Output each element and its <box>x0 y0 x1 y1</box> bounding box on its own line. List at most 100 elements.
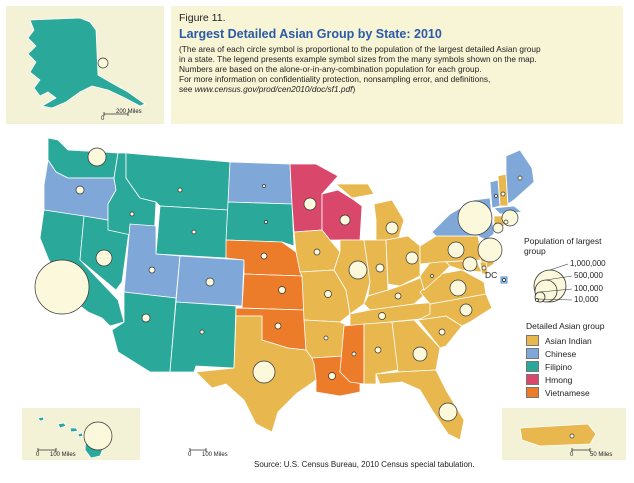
legend-item-vietnamese: Vietnamese <box>526 386 630 399</box>
symbol-puerto-rico <box>569 433 575 439</box>
legend-swatch <box>526 361 539 372</box>
state-florida <box>375 369 465 441</box>
scale-label-hawaii: 100 Miles <box>50 452 76 458</box>
symbol-idaho <box>129 211 135 217</box>
symbol-new-mexico <box>199 329 205 335</box>
color-legend-title: Detailed Asian group <box>526 321 605 331</box>
size-legend-title: Population of largest group <box>524 236 602 256</box>
scale-bar-conus <box>189 448 207 452</box>
source-note: Source: U.S. Census Bureau, 2010 Census … <box>254 460 475 469</box>
state-north-dakota <box>227 161 293 205</box>
scale-label-conus: 100 Miles <box>202 452 228 458</box>
size-legend-label: 500,000 <box>574 271 603 280</box>
symbol-alaska <box>97 57 109 69</box>
symbol-new-jersey <box>477 237 503 263</box>
legend-item-asian-indian: Asian Indian <box>526 334 630 347</box>
symbol-colorado <box>205 277 215 287</box>
note-line: For more information on confidentiality … <box>179 74 491 84</box>
symbol-new-york <box>457 200 493 236</box>
symbol-florida <box>438 402 458 422</box>
symbol-wisconsin <box>339 214 351 226</box>
symbol-indiana <box>375 263 385 273</box>
symbol-connecticut <box>492 222 504 234</box>
legend-swatch <box>526 374 539 385</box>
symbol-nevada <box>95 249 113 267</box>
scale-zero-conus: 0 <box>188 452 192 458</box>
note-line: in a state. The legend presents example … <box>179 54 537 64</box>
color-legend: Detailed Asian group Asian Indian Chines… <box>526 321 630 399</box>
symbol-south-carolina <box>438 328 446 336</box>
symbol-north-dakota <box>262 184 266 188</box>
symbol-maryland <box>462 256 478 272</box>
scale-bar-hawaii <box>37 448 57 452</box>
symbol-montana <box>177 187 183 193</box>
state-north-carolina <box>417 293 493 327</box>
legend-label: Hmong <box>545 374 573 385</box>
size-leader-1000000 <box>549 263 569 271</box>
symbol-new-hampshire <box>500 191 506 197</box>
symbol-rhode-island <box>503 219 509 225</box>
state-new-mexico <box>169 301 237 373</box>
symbol-texas <box>252 360 276 384</box>
legend-label: Vietnamese <box>545 387 590 398</box>
note-link[interactable]: www.census.gov/prod/cen2010/doc/sf1.pdf <box>194 84 353 94</box>
scale-zero-pr: 0 <box>570 452 574 458</box>
symbol-kentucky <box>394 292 402 300</box>
state-hawaii <box>37 416 105 459</box>
scale-label-pr: 50 Miles <box>590 452 613 458</box>
scale-bar-pr <box>571 448 591 452</box>
legend-item-chinese: Chinese <box>526 347 630 360</box>
symbol-virginia <box>449 279 467 297</box>
legend-swatch <box>526 387 539 398</box>
symbol-nebraska <box>260 252 268 260</box>
size-legend-label: 100,000 <box>574 284 603 293</box>
symbol-vermont <box>494 194 498 198</box>
symbol-south-dakota <box>264 220 268 224</box>
size-leader-10000 <box>536 298 573 301</box>
scale-bar-alaska <box>103 112 129 116</box>
symbol-north-carolina <box>459 303 473 317</box>
size-legend-label: 10,000 <box>574 295 599 304</box>
figure-note: (The area of each circle symbol is propo… <box>179 44 619 94</box>
note-line-link: see www.census.gov/prod/cen2010/doc/sf1.… <box>179 84 619 94</box>
figure-title: Largest Detailed Asian Group by State: 2… <box>179 27 442 41</box>
state-arizona <box>111 291 177 373</box>
state-puerto-rico <box>519 423 597 447</box>
symbol-kansas <box>278 286 286 294</box>
symbol-wyoming <box>191 229 197 235</box>
state-georgia <box>391 319 441 373</box>
symbol-delaware <box>481 265 487 271</box>
symbol-arizona <box>141 313 151 323</box>
symbol-oregon <box>75 185 85 195</box>
legend-label: Chinese <box>545 348 577 359</box>
symbol-ohio <box>405 251 419 265</box>
symbol-oklahoma <box>274 322 282 330</box>
size-legend: Population of largest group 1,000,000 50… <box>520 236 630 306</box>
note-line: (The area of each circle symbol is propo… <box>179 44 541 54</box>
state-new-hampshire <box>497 173 509 207</box>
symbol-michigan <box>385 221 399 235</box>
legend-label: Filipino <box>545 361 572 372</box>
note-line: Numbers are based on the alone-or-in-any… <box>179 64 482 74</box>
state-kansas <box>241 273 305 311</box>
symbol-missouri <box>324 290 332 298</box>
state-south-dakota <box>225 201 295 247</box>
scale-label-alaska: 200 Miles <box>116 109 142 115</box>
symbol-louisiana <box>328 372 336 380</box>
symbol-mississippi <box>351 351 357 357</box>
symbol-west-virginia <box>430 274 434 278</box>
legend-swatch <box>526 348 539 359</box>
figure-label: Figure 11. <box>179 12 226 24</box>
symbol-california <box>34 259 90 315</box>
symbol-maine <box>517 175 523 181</box>
legend-swatch <box>526 335 539 346</box>
legend-item-hmong: Hmong <box>526 373 630 386</box>
note-suffix: ) <box>352 84 356 94</box>
size-legend-label: 1,000,000 <box>570 259 606 268</box>
size-leader-500000 <box>545 275 573 281</box>
symbol-arkansas <box>323 335 329 341</box>
legend-label: Asian Indian <box>545 335 592 346</box>
symbol-pennsylvania <box>447 241 465 259</box>
title-panel: Figure 11. Largest Detailed Asian Group … <box>171 6 623 124</box>
